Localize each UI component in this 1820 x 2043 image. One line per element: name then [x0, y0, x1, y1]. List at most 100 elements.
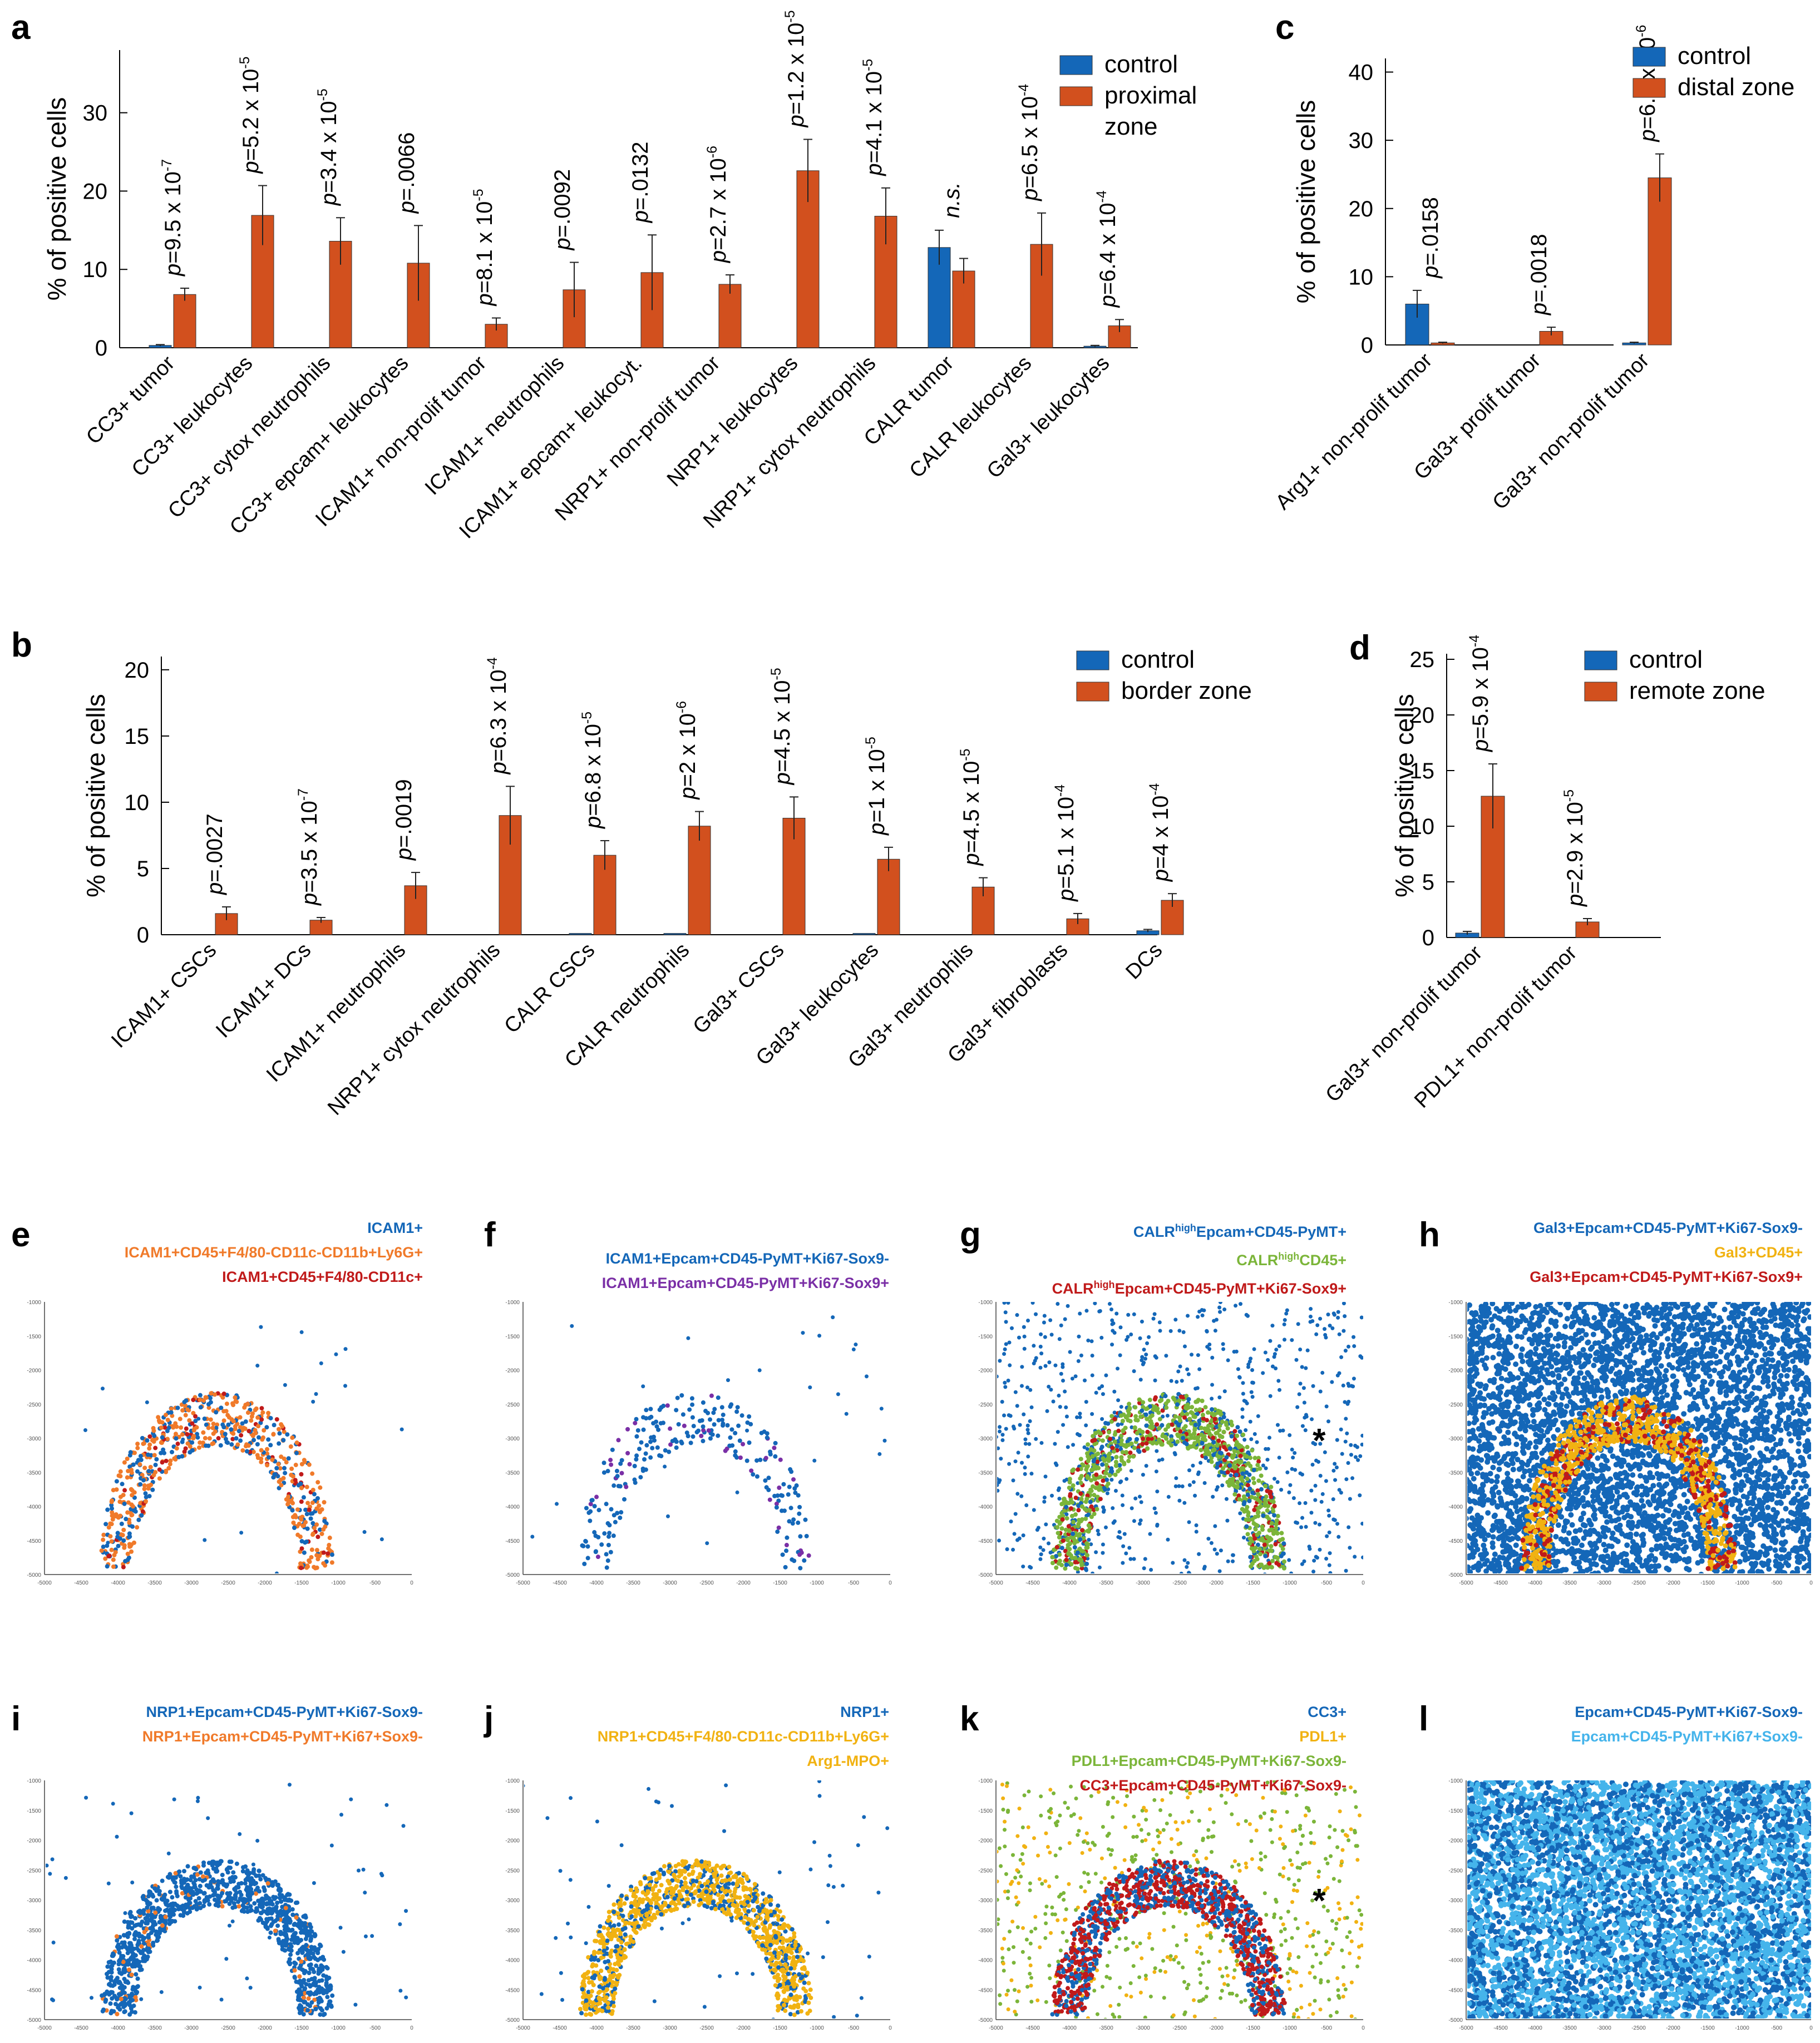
data-point [1303, 1428, 1308, 1433]
data-point [276, 1462, 281, 1467]
data-point [1096, 1532, 1101, 1537]
data-point [1225, 1518, 1230, 1523]
data-point [1731, 1435, 1737, 1442]
data-point [1343, 1314, 1347, 1319]
data-point [298, 1481, 303, 1486]
p-symbol: p [865, 823, 889, 836]
data-point [214, 1425, 219, 1430]
data-point [1467, 1383, 1472, 1389]
data-point [153, 1462, 158, 1467]
data-point [1109, 1307, 1114, 1312]
data-point [266, 1437, 271, 1442]
data-point [997, 1480, 1001, 1484]
p-value: =9.5 x 10 [161, 171, 185, 264]
data-point [1238, 1511, 1242, 1516]
data-point [286, 1494, 291, 1499]
data-point [1069, 1513, 1074, 1518]
data-point [1265, 1488, 1270, 1493]
data-point [997, 1374, 999, 1379]
data-point [1022, 1334, 1027, 1339]
data-point [1200, 1313, 1205, 1317]
data-point [1070, 1376, 1074, 1381]
data-point [1256, 1478, 1261, 1483]
data-point [218, 1443, 223, 1448]
data-point [1042, 1499, 1047, 1504]
y-axis-label: % of positive cells [42, 97, 71, 301]
data-point [1288, 1483, 1293, 1487]
data-point [1209, 1541, 1214, 1545]
data-point [154, 1457, 159, 1462]
y-tick-label: 15 [1410, 759, 1435, 783]
data-point [319, 1531, 324, 1536]
data-point [243, 1444, 248, 1449]
data-point [1121, 1503, 1125, 1507]
data-point [1029, 1405, 1034, 1409]
data-point [311, 1399, 315, 1404]
data-point [180, 1408, 185, 1413]
data-point [220, 1395, 225, 1400]
p-symbol: p [161, 264, 185, 277]
data-point [1097, 1386, 1102, 1390]
data-point [1063, 1548, 1068, 1553]
data-point [570, 1324, 574, 1328]
data-point [1270, 1364, 1275, 1369]
data-point [175, 1405, 180, 1410]
data-point [1144, 1353, 1148, 1357]
data-point [1127, 1437, 1132, 1442]
data-point [1211, 1413, 1216, 1418]
data-point [299, 1566, 304, 1571]
data-point [1000, 1438, 1005, 1442]
data-point [1183, 1344, 1187, 1349]
y-tick-label: 0 [1422, 926, 1434, 950]
data-point [1729, 1314, 1735, 1320]
data-point [1300, 1365, 1304, 1369]
data-point [1318, 1389, 1323, 1394]
data-point [1138, 1336, 1142, 1340]
data-point [1188, 1444, 1193, 1449]
data-point [680, 1412, 685, 1417]
data-point [1774, 1414, 1780, 1420]
data-point [1792, 1431, 1798, 1437]
data-point [329, 1552, 334, 1557]
data-point [1604, 1519, 1610, 1525]
x-tick-label: -2500 [1172, 1580, 1187, 1586]
x-tick-label: -4000 [111, 1580, 125, 1586]
data-point [798, 1566, 803, 1571]
data-point [249, 1418, 254, 1423]
data-point [737, 1438, 742, 1443]
data-point [1084, 1309, 1089, 1313]
data-point [1485, 1532, 1491, 1538]
data-point [1152, 1312, 1157, 1316]
data-point [302, 1550, 307, 1555]
data-point [1257, 1547, 1262, 1552]
data-point [747, 1414, 752, 1419]
data-point [1268, 1394, 1272, 1398]
data-point [307, 1558, 312, 1563]
data-point [216, 1436, 221, 1441]
x-tick-label: -500 [848, 1580, 859, 1586]
data-point [817, 1334, 822, 1338]
data-point [1059, 1562, 1064, 1567]
data-point [1039, 1351, 1044, 1356]
p-value: =.0132 [628, 142, 653, 210]
data-point [1011, 1478, 1015, 1483]
data-point [274, 1571, 279, 1573]
data-point [729, 1402, 734, 1407]
data-point [1748, 1522, 1754, 1528]
data-point [1066, 1524, 1071, 1529]
data-point [797, 1504, 802, 1509]
data-point [1076, 1432, 1080, 1437]
data-point [1218, 1434, 1223, 1439]
data-point [1275, 1480, 1280, 1484]
data-point [295, 1507, 300, 1512]
data-point [1265, 1508, 1270, 1513]
data-point [1272, 1477, 1277, 1481]
legend-label: proximal [1104, 82, 1197, 109]
data-point [1094, 1507, 1099, 1512]
data-point [303, 1507, 308, 1512]
data-point [125, 1510, 130, 1515]
data-point [125, 1551, 130, 1556]
data-point [110, 1517, 115, 1522]
data-point [634, 1457, 639, 1462]
data-point [167, 1462, 172, 1467]
